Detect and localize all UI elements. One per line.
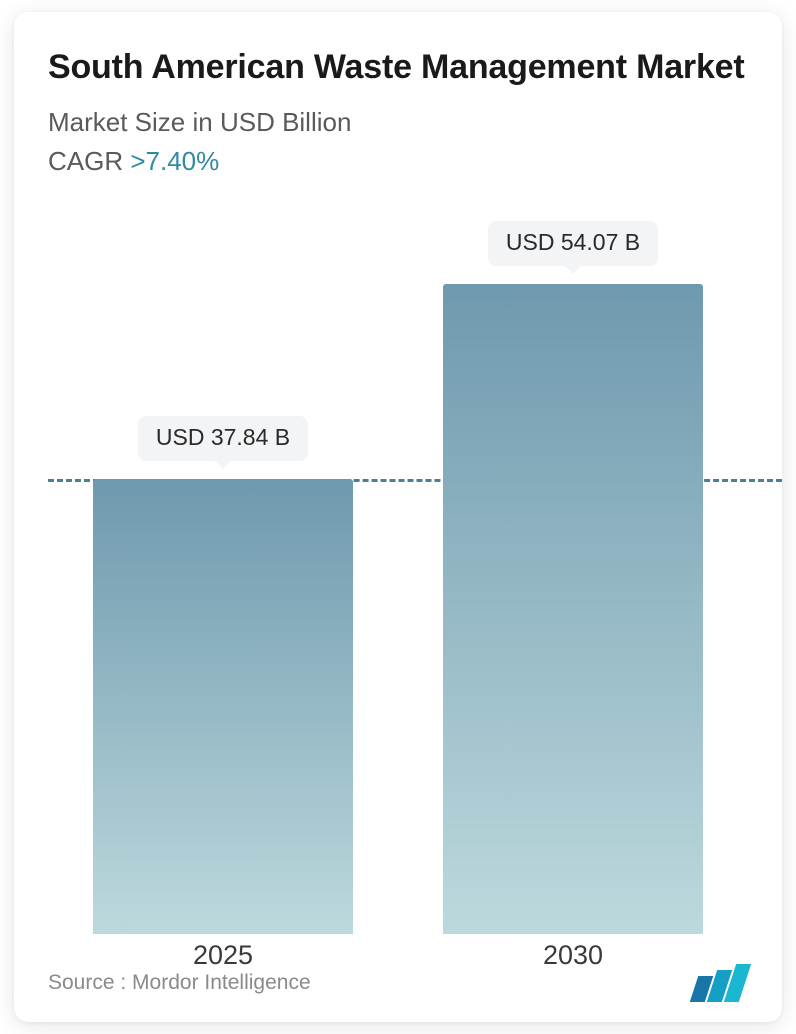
cagr-line: CAGR >7.40% <box>48 146 748 177</box>
chart-card: South American Waste Management Market M… <box>14 12 782 1022</box>
chart-title: South American Waste Management Market <box>48 46 748 89</box>
chart-area: USD 37.84 B USD 54.07 B <box>14 254 782 934</box>
bar-slot-0: USD 37.84 B <box>48 254 398 934</box>
brand-logo-icon <box>694 964 748 1002</box>
footer: Source : Mordor Intelligence <box>48 964 748 1002</box>
bar-0 <box>93 479 353 934</box>
value-pill-0: USD 37.84 B <box>138 416 308 461</box>
bar-slot-1: USD 54.07 B <box>398 254 748 934</box>
chart-subtitle: Market Size in USD Billion <box>48 107 748 138</box>
cagr-value: >7.40% <box>130 146 219 176</box>
source-text: Source : Mordor Intelligence <box>48 971 311 995</box>
bars-row: USD 37.84 B USD 54.07 B <box>48 254 748 934</box>
cagr-label: CAGR <box>48 146 130 176</box>
value-pill-1: USD 54.07 B <box>488 221 658 266</box>
bar-1 <box>443 284 703 934</box>
